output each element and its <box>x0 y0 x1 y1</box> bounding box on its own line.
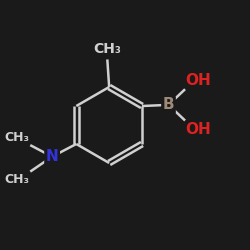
Text: CH₃: CH₃ <box>4 173 29 186</box>
Text: OH: OH <box>185 122 211 137</box>
Text: OH: OH <box>185 73 211 88</box>
Text: CH₃: CH₃ <box>94 42 121 56</box>
Text: B: B <box>163 97 174 112</box>
Text: CH₃: CH₃ <box>4 131 29 144</box>
Text: N: N <box>46 149 58 164</box>
